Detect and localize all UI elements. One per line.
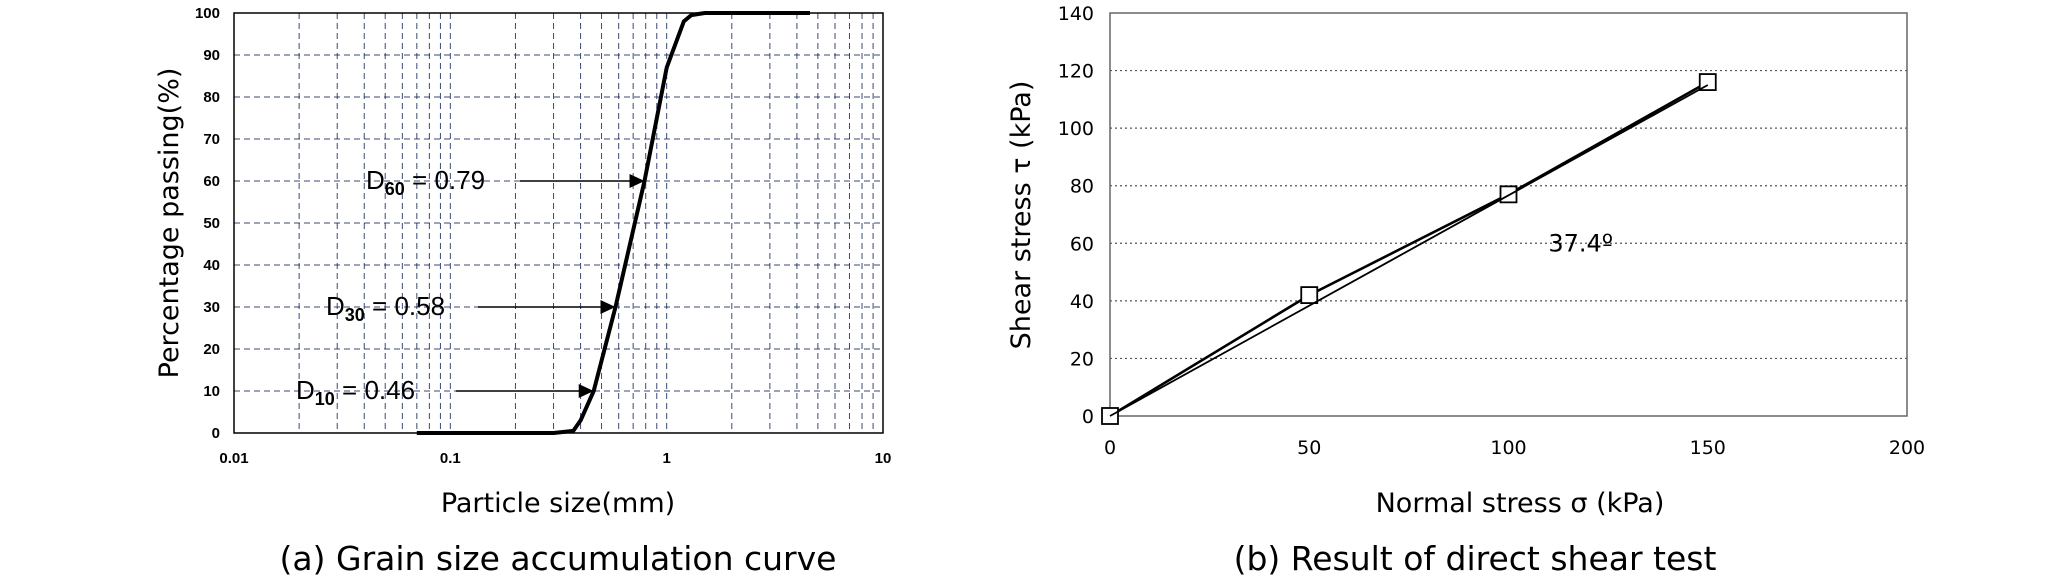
- grain-size-x-tick-label: 10: [875, 450, 892, 467]
- direct-shear-series: [1101, 73, 1717, 425]
- direct-shear-y-tick-label: 20: [1070, 348, 1094, 370]
- grain-size-y-tick-label: 30: [203, 299, 220, 316]
- grain-size-x-axis-label: Particle size(mm): [441, 488, 675, 519]
- direct-shear-x-ticks: 0 50 100 150 200: [1104, 437, 1925, 459]
- grain-size-y-ticks: 0 10 20 30 40 50 60 70 80 90 100: [195, 5, 220, 442]
- direct-shear-x-tick-label: 100: [1490, 437, 1526, 459]
- annotation-label: D30 = 0.58: [326, 291, 445, 325]
- direct-shear-x-tick-label: 150: [1690, 437, 1726, 459]
- annotation-symbol: D: [296, 375, 315, 405]
- annotation-subscript: 10: [315, 389, 335, 409]
- annotation-subscript: 60: [385, 179, 405, 199]
- direct-shear-y-tick-label: 80: [1070, 176, 1094, 198]
- failure-envelope-line: [1109, 84, 1709, 417]
- annotation-value: = 0.58: [365, 291, 445, 321]
- direct-shear-subtitle: (b) Result of direct shear test: [1234, 539, 1717, 578]
- grain-size-y-tick-label: 70: [203, 131, 220, 148]
- grain-size-series: [416, 11, 810, 435]
- grain-size-x-tick-label: 1: [662, 450, 670, 467]
- annotation-subscript: 30: [345, 305, 365, 325]
- direct-shear-x-axis-label: Normal stress σ (kPa): [1376, 488, 1665, 519]
- direct-shear-y-tick-label: 120: [1058, 61, 1094, 83]
- annotation-value: = 0.79: [405, 165, 485, 195]
- direct-shear-y-tick-label: 60: [1070, 233, 1094, 255]
- grain-size-y-tick-label: 60: [203, 173, 220, 190]
- direct-shear-annotations: 37.4º: [1548, 229, 1613, 257]
- test-data-line: [1109, 80, 1709, 418]
- grain-size-curve: [416, 11, 810, 435]
- direct-shear-y-axis-label: Shear stress τ (kPa): [1006, 81, 1037, 350]
- annotation-value: = 0.46: [335, 375, 415, 405]
- grain-size-grid: [234, 13, 883, 433]
- direct-shear-plot-frame: [1109, 12, 1908, 417]
- friction-angle-label: 37.4º: [1548, 229, 1613, 257]
- data-point-square: [1698, 73, 1717, 91]
- annotation-label: D10 = 0.46: [296, 375, 415, 409]
- annotation-arrow-head: [600, 300, 616, 314]
- grain-size-y-tick-label: 80: [203, 89, 220, 106]
- grain-size-y-tick-label: 0: [212, 425, 220, 442]
- direct-shear-grid: [1110, 69, 1907, 360]
- direct-shear-chart: 0 20 40 60 80 100 120 140 0 50 100 150 200 37.4º No…: [1006, 3, 1925, 578]
- grain-size-y-tick-label: 90: [203, 47, 220, 64]
- grain-size-subtitle: (a) Grain size accumulation curve: [280, 539, 837, 578]
- annotation-symbol: D: [366, 165, 385, 195]
- annotation-arrow-head: [578, 384, 594, 398]
- grain-size-y-tick-label: 100: [195, 5, 220, 22]
- grain-size-y-tick-label: 20: [203, 341, 220, 358]
- grain-size-x-tick-label: 0.01: [219, 450, 248, 467]
- grain-size-y-axis-label: Percentage passing(%): [154, 68, 185, 379]
- grain-size-y-tick-label: 10: [203, 383, 220, 400]
- annotation-label: D60 = 0.79: [366, 165, 485, 199]
- direct-shear-y-tick-label: 100: [1058, 118, 1094, 140]
- direct-shear-x-tick-label: 50: [1297, 437, 1321, 459]
- grain-size-x-tick-label: 0.1: [440, 450, 461, 467]
- grain-size-x-ticks: 0.01 0.1 1 10: [219, 450, 891, 467]
- annotation-arrow-head: [629, 174, 645, 188]
- direct-shear-x-tick-label: 200: [1889, 437, 1925, 459]
- grain-size-y-tick-label: 40: [203, 257, 220, 274]
- grain-size-y-tick-label: 50: [203, 215, 220, 232]
- direct-shear-y-tick-label: 40: [1070, 291, 1094, 313]
- annotation-symbol: D: [326, 291, 345, 321]
- direct-shear-y-tick-label: 140: [1058, 3, 1094, 25]
- direct-shear-y-ticks: 0 20 40 60 80 100 120 140: [1058, 3, 1094, 428]
- direct-shear-x-tick-label: 0: [1104, 437, 1116, 459]
- data-point-square: [1300, 286, 1319, 305]
- direct-shear-y-tick-label: 0: [1082, 406, 1094, 428]
